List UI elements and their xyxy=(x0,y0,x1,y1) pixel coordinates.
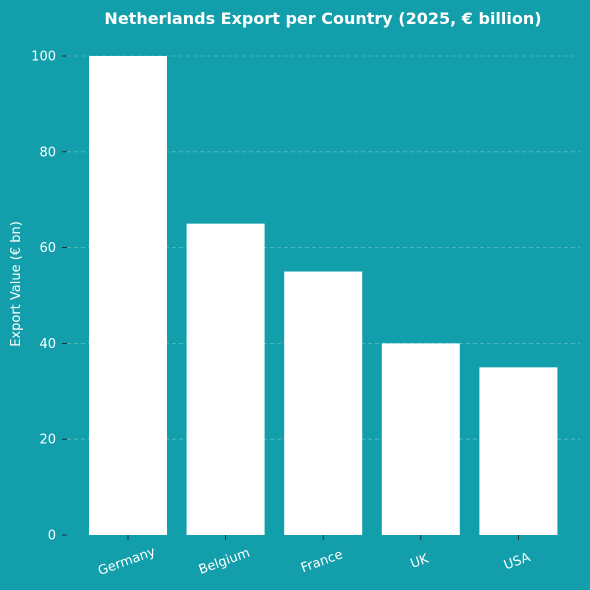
bar-france xyxy=(284,271,363,535)
bar-uk xyxy=(381,343,460,535)
y-tick-label-40: 40 xyxy=(39,337,56,352)
bar-belgium xyxy=(186,223,265,535)
x-tick-label-germany: Germany xyxy=(96,544,158,579)
bar-usa xyxy=(479,367,558,535)
chart-title: Netherlands Export per Country (2025, € … xyxy=(104,9,541,28)
y-axis-label: Export Value (€ bn) xyxy=(9,221,24,347)
y-tick-label-20: 20 xyxy=(39,433,56,448)
bar-germany xyxy=(89,56,167,535)
x-tick-label-belgium: Belgium xyxy=(197,546,252,578)
y-axis: 0 20 40 60 80 100 xyxy=(31,50,67,544)
x-tick-label-uk: UK xyxy=(409,551,432,571)
y-tick-label-80: 80 xyxy=(39,145,56,160)
x-tick-label-usa: USA xyxy=(502,550,533,573)
x-tick-label-france: France xyxy=(299,547,345,576)
y-tick-label-0: 0 xyxy=(48,529,56,544)
bars xyxy=(89,56,558,535)
x-axis: Germany Belgium France UK USA xyxy=(96,535,533,579)
y-tick-label-60: 60 xyxy=(39,241,56,256)
y-tick-label-100: 100 xyxy=(31,50,56,65)
